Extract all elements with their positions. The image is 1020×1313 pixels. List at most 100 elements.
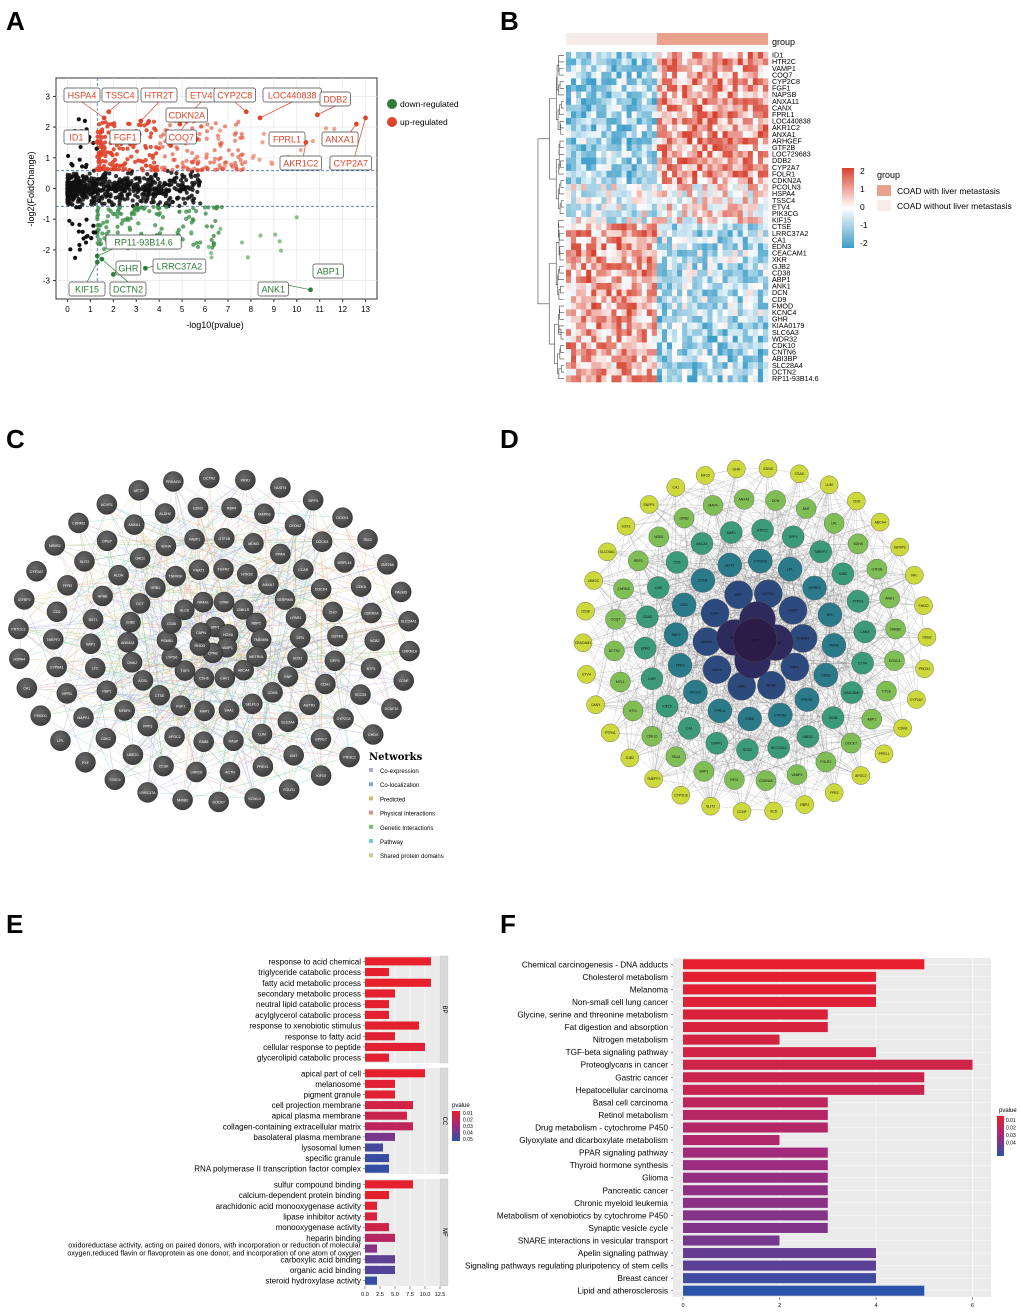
heatmap-cell bbox=[748, 323, 753, 330]
heatmap-cell bbox=[622, 105, 627, 112]
heatmap-cell bbox=[642, 184, 647, 191]
heatmap-cell bbox=[632, 131, 637, 138]
volcano-labeled-point bbox=[258, 116, 263, 121]
volcano-point-down bbox=[295, 215, 299, 219]
heatmap-cell bbox=[748, 158, 753, 165]
heatmap-cell bbox=[637, 296, 642, 303]
volcano-point-up bbox=[113, 164, 117, 168]
heatmap-cell bbox=[672, 92, 677, 99]
heatmap-cell bbox=[743, 349, 748, 356]
heatmap-cell bbox=[707, 224, 712, 231]
heatmap-cell bbox=[662, 191, 667, 198]
heatmap-cell bbox=[723, 197, 728, 204]
heatmap-cell bbox=[687, 177, 692, 184]
heatmap-cell bbox=[581, 296, 586, 303]
heatmap-cell bbox=[637, 52, 642, 59]
heatmap-cell bbox=[601, 118, 606, 125]
volcano-point-up bbox=[148, 135, 152, 139]
heatmap-cell bbox=[591, 250, 596, 257]
volcano-point bbox=[95, 191, 99, 195]
volcano-point-up bbox=[180, 161, 184, 165]
heatmap-cell bbox=[718, 362, 723, 369]
volcano-point-up bbox=[103, 150, 107, 154]
heatmap-cell bbox=[566, 224, 571, 231]
heatmap-cell bbox=[723, 369, 728, 376]
heatmap-cell bbox=[733, 151, 738, 158]
heatmap-cell bbox=[763, 263, 768, 270]
heatmap-cell bbox=[576, 375, 581, 382]
heatmap-cell bbox=[611, 217, 616, 224]
heatmap-cell bbox=[692, 164, 697, 171]
volcano-point-up bbox=[139, 123, 143, 127]
heatmap-cell bbox=[571, 52, 576, 59]
heatmap-cell bbox=[738, 72, 743, 79]
heatmap-cell bbox=[606, 105, 611, 112]
ppi-network: ABCA4CD9LUMCSADEDN3GHRKIF15CA1ENPP1SOX2S… bbox=[574, 459, 936, 820]
heatmap-cell bbox=[667, 131, 672, 138]
heatmap-cell bbox=[627, 283, 632, 290]
heatmap-cell bbox=[677, 217, 682, 224]
heatmap-cell bbox=[647, 217, 652, 224]
heatmap-cell bbox=[682, 270, 687, 277]
network-c-node-label: PXF bbox=[82, 761, 90, 765]
heatmap-cell bbox=[622, 224, 627, 231]
network-c-node-label: FMOD1 bbox=[34, 714, 47, 718]
heatmap-cell bbox=[672, 257, 677, 264]
heatmap-cell bbox=[642, 210, 647, 217]
heatmap-cell bbox=[687, 224, 692, 231]
heatmap-cell bbox=[596, 323, 601, 330]
heatmap-cell bbox=[576, 184, 581, 191]
heatmap-cell bbox=[632, 329, 637, 336]
heatmap-cell bbox=[667, 250, 672, 257]
heatmap-cell bbox=[763, 138, 768, 145]
heatmap-cell bbox=[712, 283, 717, 290]
heatmap-cell bbox=[657, 296, 662, 303]
volcano-point bbox=[154, 172, 158, 176]
heatmap-cell bbox=[738, 250, 743, 257]
heatmap-cell bbox=[672, 52, 677, 59]
volcano-point-down bbox=[273, 232, 277, 236]
heatmap-cell bbox=[622, 263, 627, 270]
heatmap-cell bbox=[702, 171, 707, 178]
heatmap-cell bbox=[566, 151, 571, 158]
heatmap-cell bbox=[642, 164, 647, 171]
heatmap-cell bbox=[743, 323, 748, 330]
volcano-label-up: CDKN2A bbox=[169, 111, 206, 121]
volcano-ylabel: -log2(FoldChange) bbox=[26, 151, 36, 226]
heatmap-cell bbox=[692, 184, 697, 191]
heatmap-cell bbox=[586, 217, 591, 224]
heatmap-cell bbox=[576, 237, 581, 244]
heatmap-cell bbox=[707, 349, 712, 356]
heatmap-cell bbox=[743, 59, 748, 66]
heatmap-cell bbox=[743, 191, 748, 198]
heatmap-cell bbox=[657, 290, 662, 297]
network-c-node-label: DFN bbox=[296, 636, 304, 640]
heatmap-cell bbox=[586, 210, 591, 217]
volcano-point bbox=[184, 178, 188, 182]
volcano-point-up bbox=[195, 155, 199, 159]
heatmap-cell bbox=[687, 349, 692, 356]
heatmap-cell bbox=[763, 362, 768, 369]
network-c-node-label: GJB2 bbox=[126, 621, 135, 625]
heatmap-cell bbox=[702, 204, 707, 211]
volcano-point bbox=[181, 184, 185, 188]
heatmap-cell bbox=[707, 283, 712, 290]
heatmap-cell bbox=[662, 270, 667, 277]
heatmap-cell bbox=[657, 362, 662, 369]
heatmap-cell bbox=[601, 349, 606, 356]
volcano-point-down bbox=[129, 216, 133, 220]
heatmap-cell bbox=[576, 158, 581, 165]
heatmap-cell bbox=[728, 210, 733, 217]
volcano-point bbox=[169, 179, 173, 183]
volcano-point-down bbox=[128, 228, 132, 232]
heatmap-cell bbox=[728, 342, 733, 349]
heatmap-cell bbox=[763, 72, 768, 79]
heatmap-cell bbox=[627, 85, 632, 92]
heatmap-cell bbox=[601, 98, 606, 105]
heatmap-cell bbox=[576, 177, 581, 184]
heatmap-cell bbox=[606, 111, 611, 118]
heatmap-cell bbox=[712, 131, 717, 138]
heatmap-cell bbox=[632, 65, 637, 72]
heatmap-cell bbox=[647, 52, 652, 59]
heatmap-cell bbox=[627, 164, 632, 171]
